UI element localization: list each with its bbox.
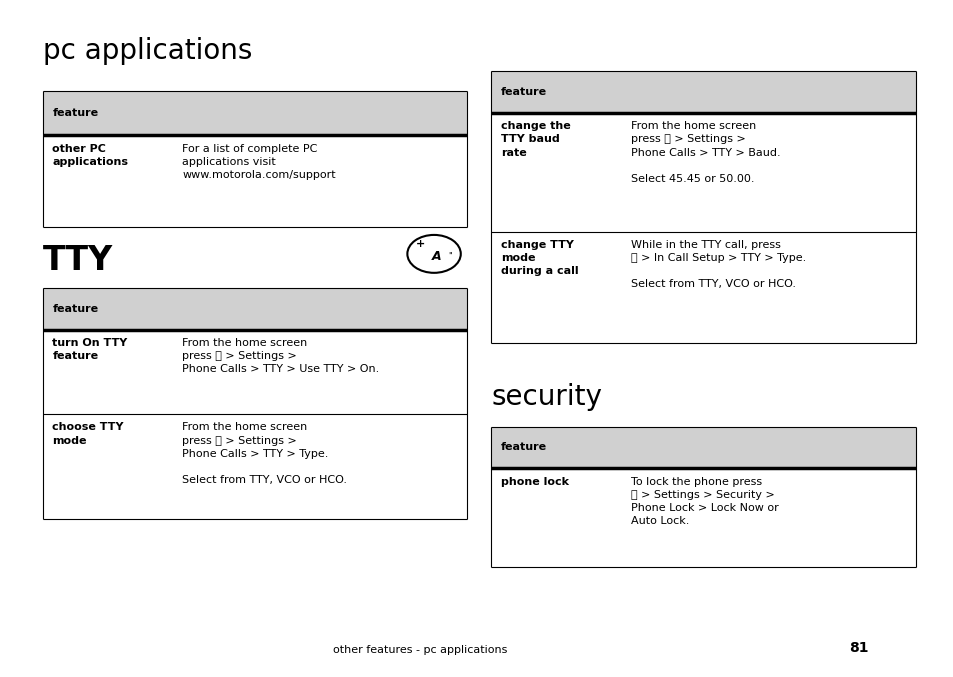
Text: change TTY
mode
during a call: change TTY mode during a call bbox=[500, 240, 578, 276]
Text: For a list of complete PC
applications visit
www.motorola.com/support: For a list of complete PC applications v… bbox=[182, 144, 335, 180]
Text: feature: feature bbox=[52, 108, 98, 118]
Text: choose TTY
mode: choose TTY mode bbox=[52, 422, 124, 445]
Text: From the home screen
press ⎙ > Settings >
Phone Calls > TTY > Type.

Select from: From the home screen press ⎙ > Settings … bbox=[182, 422, 347, 485]
Text: While in the TTY call, press
⎙ > In Call Setup > TTY > Type.

Select from TTY, V: While in the TTY call, press ⎙ > In Call… bbox=[630, 240, 805, 289]
Bar bbox=[491, 71, 915, 113]
Text: 81: 81 bbox=[848, 641, 867, 655]
Text: other PC
applications: other PC applications bbox=[52, 144, 129, 167]
Text: feature: feature bbox=[500, 87, 546, 97]
Bar bbox=[43, 288, 467, 330]
Text: change the
TTY baud
rate: change the TTY baud rate bbox=[500, 121, 570, 158]
Bar bbox=[43, 91, 467, 135]
Text: '': '' bbox=[448, 252, 453, 261]
Text: turn On TTY
feature: turn On TTY feature bbox=[52, 338, 128, 361]
Text: other features - pc applications: other features - pc applications bbox=[333, 645, 506, 655]
Text: security: security bbox=[491, 383, 601, 410]
Text: feature: feature bbox=[52, 304, 98, 313]
Text: feature: feature bbox=[500, 443, 546, 452]
Text: A: A bbox=[432, 250, 441, 263]
Text: pc applications: pc applications bbox=[43, 37, 252, 65]
Bar bbox=[491, 427, 915, 468]
Text: +: + bbox=[416, 239, 425, 248]
Text: From the home screen
press ⎙ > Settings >
Phone Calls > TTY > Baud.

Select 45.4: From the home screen press ⎙ > Settings … bbox=[630, 121, 780, 184]
Text: From the home screen
press ⎙ > Settings >
Phone Calls > TTY > Use TTY > On.: From the home screen press ⎙ > Settings … bbox=[182, 338, 379, 374]
Text: TTY: TTY bbox=[43, 244, 113, 277]
Text: To lock the phone press
⎙ > Settings > Security >
Phone Lock > Lock Now or
Auto : To lock the phone press ⎙ > Settings > S… bbox=[630, 477, 778, 526]
Text: phone lock: phone lock bbox=[500, 477, 568, 487]
